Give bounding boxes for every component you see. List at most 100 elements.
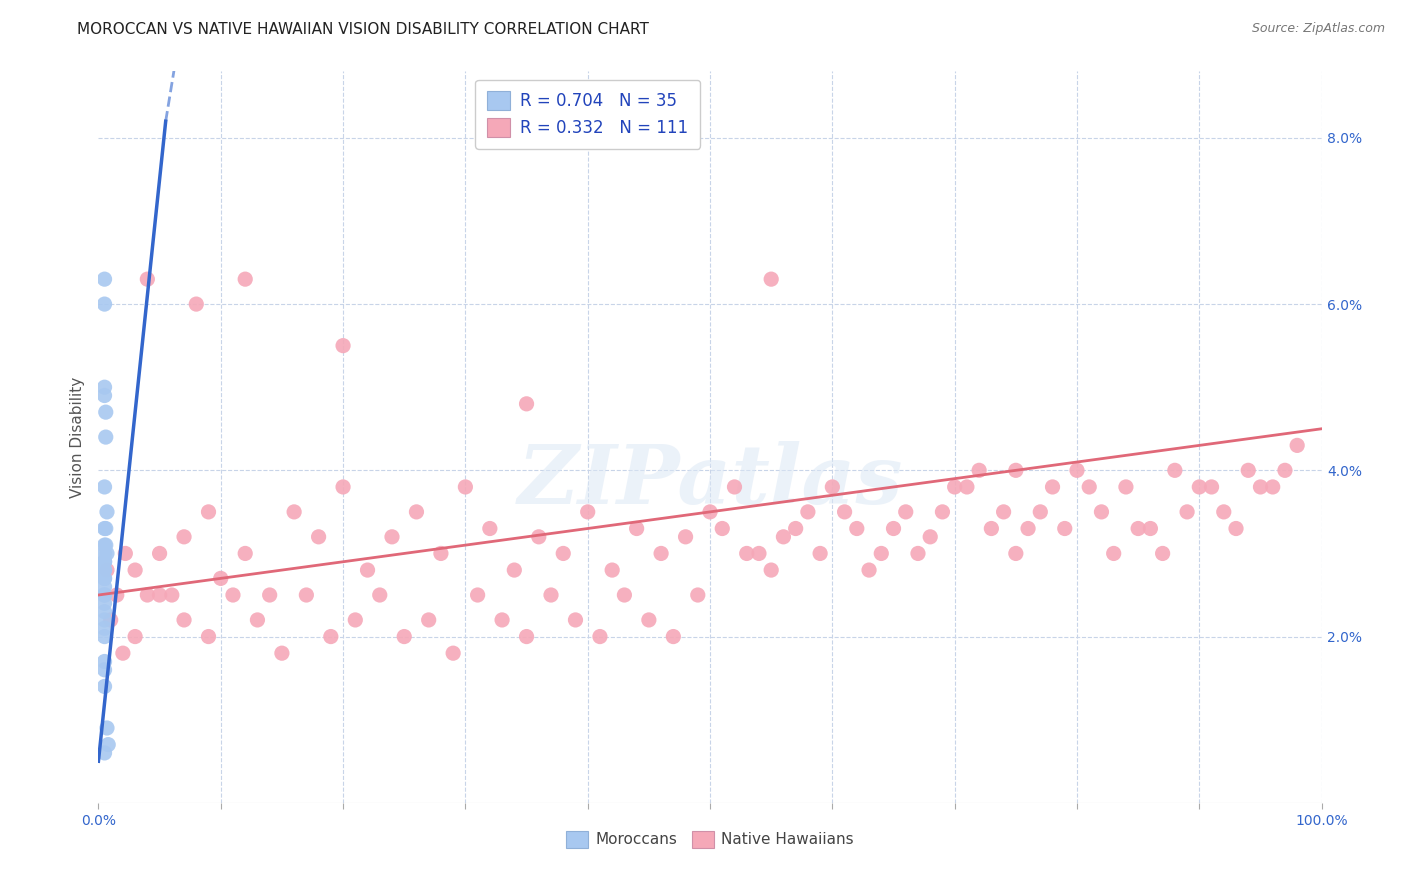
Point bbox=[136, 588, 159, 602]
Point bbox=[808, 546, 831, 560]
Point bbox=[111, 646, 134, 660]
Point bbox=[1249, 480, 1271, 494]
Point bbox=[576, 505, 599, 519]
Point bbox=[368, 588, 391, 602]
Point bbox=[319, 630, 342, 644]
Point bbox=[834, 505, 856, 519]
Point bbox=[93, 555, 115, 569]
Point bbox=[97, 738, 120, 752]
Point bbox=[94, 538, 117, 552]
Point bbox=[883, 521, 905, 535]
Point bbox=[93, 680, 115, 694]
Point bbox=[553, 546, 575, 560]
Point bbox=[270, 646, 294, 660]
Point bbox=[93, 588, 115, 602]
Point bbox=[503, 563, 526, 577]
Point bbox=[93, 580, 115, 594]
Point bbox=[93, 613, 115, 627]
Point bbox=[93, 571, 115, 585]
Point bbox=[93, 588, 115, 602]
Legend: Moroccans, Native Hawaiians: Moroccans, Native Hawaiians bbox=[560, 825, 860, 854]
Point bbox=[589, 630, 612, 644]
Point bbox=[93, 297, 115, 311]
Point bbox=[1237, 463, 1260, 477]
Point bbox=[93, 272, 115, 286]
Point bbox=[100, 613, 122, 627]
Point bbox=[197, 630, 219, 644]
Point bbox=[564, 613, 586, 627]
Point bbox=[160, 588, 183, 602]
Point bbox=[173, 530, 195, 544]
Point bbox=[1029, 505, 1052, 519]
Point bbox=[332, 338, 354, 352]
Point bbox=[491, 613, 513, 627]
Point bbox=[94, 405, 117, 419]
Point bbox=[93, 621, 115, 635]
Point bbox=[637, 613, 661, 627]
Point bbox=[96, 505, 118, 519]
Point bbox=[1066, 463, 1088, 477]
Point bbox=[93, 380, 115, 394]
Point bbox=[1188, 480, 1211, 494]
Point bbox=[907, 546, 929, 560]
Point bbox=[430, 546, 453, 560]
Point bbox=[761, 563, 783, 577]
Point bbox=[686, 588, 709, 602]
Point bbox=[381, 530, 404, 544]
Point bbox=[222, 588, 245, 602]
Point bbox=[441, 646, 464, 660]
Point bbox=[662, 630, 685, 644]
Point bbox=[233, 272, 256, 286]
Point bbox=[1004, 546, 1026, 560]
Point bbox=[1017, 521, 1039, 535]
Point bbox=[650, 546, 672, 560]
Point bbox=[527, 530, 550, 544]
Point bbox=[478, 521, 501, 535]
Point bbox=[956, 480, 979, 494]
Point bbox=[149, 546, 172, 560]
Point bbox=[246, 613, 269, 627]
Point bbox=[515, 630, 537, 644]
Point bbox=[1286, 438, 1309, 452]
Point bbox=[259, 588, 281, 602]
Point bbox=[93, 630, 115, 644]
Point bbox=[1115, 480, 1137, 494]
Point bbox=[124, 563, 146, 577]
Point bbox=[96, 721, 118, 735]
Point bbox=[540, 588, 562, 602]
Point bbox=[93, 538, 115, 552]
Point bbox=[418, 613, 440, 627]
Point bbox=[1175, 505, 1198, 519]
Point bbox=[748, 546, 770, 560]
Point bbox=[675, 530, 697, 544]
Point bbox=[96, 546, 118, 560]
Point bbox=[93, 655, 115, 669]
Point bbox=[149, 588, 172, 602]
Point bbox=[93, 480, 115, 494]
Point bbox=[94, 521, 117, 535]
Point bbox=[405, 505, 427, 519]
Point bbox=[797, 505, 820, 519]
Point bbox=[1102, 546, 1125, 560]
Point bbox=[699, 505, 721, 519]
Point bbox=[114, 546, 136, 560]
Point bbox=[209, 571, 232, 585]
Point bbox=[821, 480, 844, 494]
Point bbox=[96, 563, 118, 577]
Point bbox=[467, 588, 489, 602]
Point bbox=[1128, 521, 1150, 535]
Point bbox=[93, 596, 115, 610]
Point bbox=[93, 663, 115, 677]
Point bbox=[1212, 505, 1234, 519]
Point bbox=[1042, 480, 1064, 494]
Point bbox=[772, 530, 794, 544]
Point bbox=[858, 563, 880, 577]
Point bbox=[93, 555, 115, 569]
Point bbox=[967, 463, 990, 477]
Point bbox=[332, 480, 354, 494]
Point bbox=[308, 530, 330, 544]
Point bbox=[845, 521, 868, 535]
Point bbox=[93, 746, 115, 760]
Point bbox=[711, 521, 734, 535]
Point bbox=[785, 521, 807, 535]
